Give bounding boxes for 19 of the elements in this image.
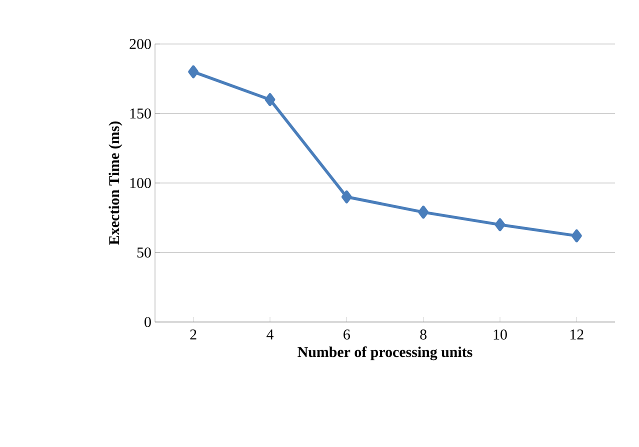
x-axis-title: Number of processing units: [298, 346, 472, 360]
y-tick-label: 50: [137, 247, 151, 258]
x-tick-label: 10: [494, 330, 507, 340]
x-tick-label: 8: [420, 330, 427, 340]
x-tick-label: 4: [266, 330, 274, 340]
point: [264, 93, 276, 106]
y-tick-label: 200: [130, 38, 151, 50]
x-tick-label: 6: [344, 330, 350, 340]
x-tick-label: 12: [570, 330, 584, 340]
point: [571, 229, 582, 242]
y-axis-title: Exection Time (ms): [108, 122, 122, 245]
point: [188, 65, 199, 78]
y-tick-label: 0: [144, 316, 151, 328]
y-tick-label: 100: [130, 178, 151, 188]
x-tick-label: 2: [190, 330, 196, 340]
point: [494, 218, 506, 232]
point: [418, 206, 429, 219]
point: [341, 190, 352, 204]
y-tick-label: 150: [130, 108, 151, 119]
